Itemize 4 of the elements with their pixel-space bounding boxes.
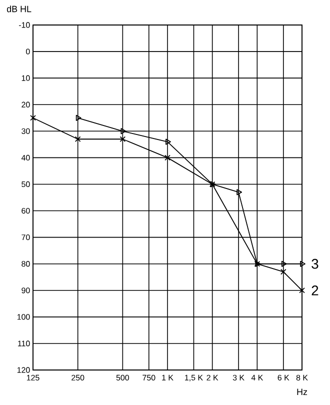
series-label: 3 — [312, 258, 318, 269]
x-axis-title: Hz — [297, 388, 308, 395]
series-label: 2 — [312, 286, 318, 296]
y-axis-title: dB HL — [6, 6, 32, 12]
